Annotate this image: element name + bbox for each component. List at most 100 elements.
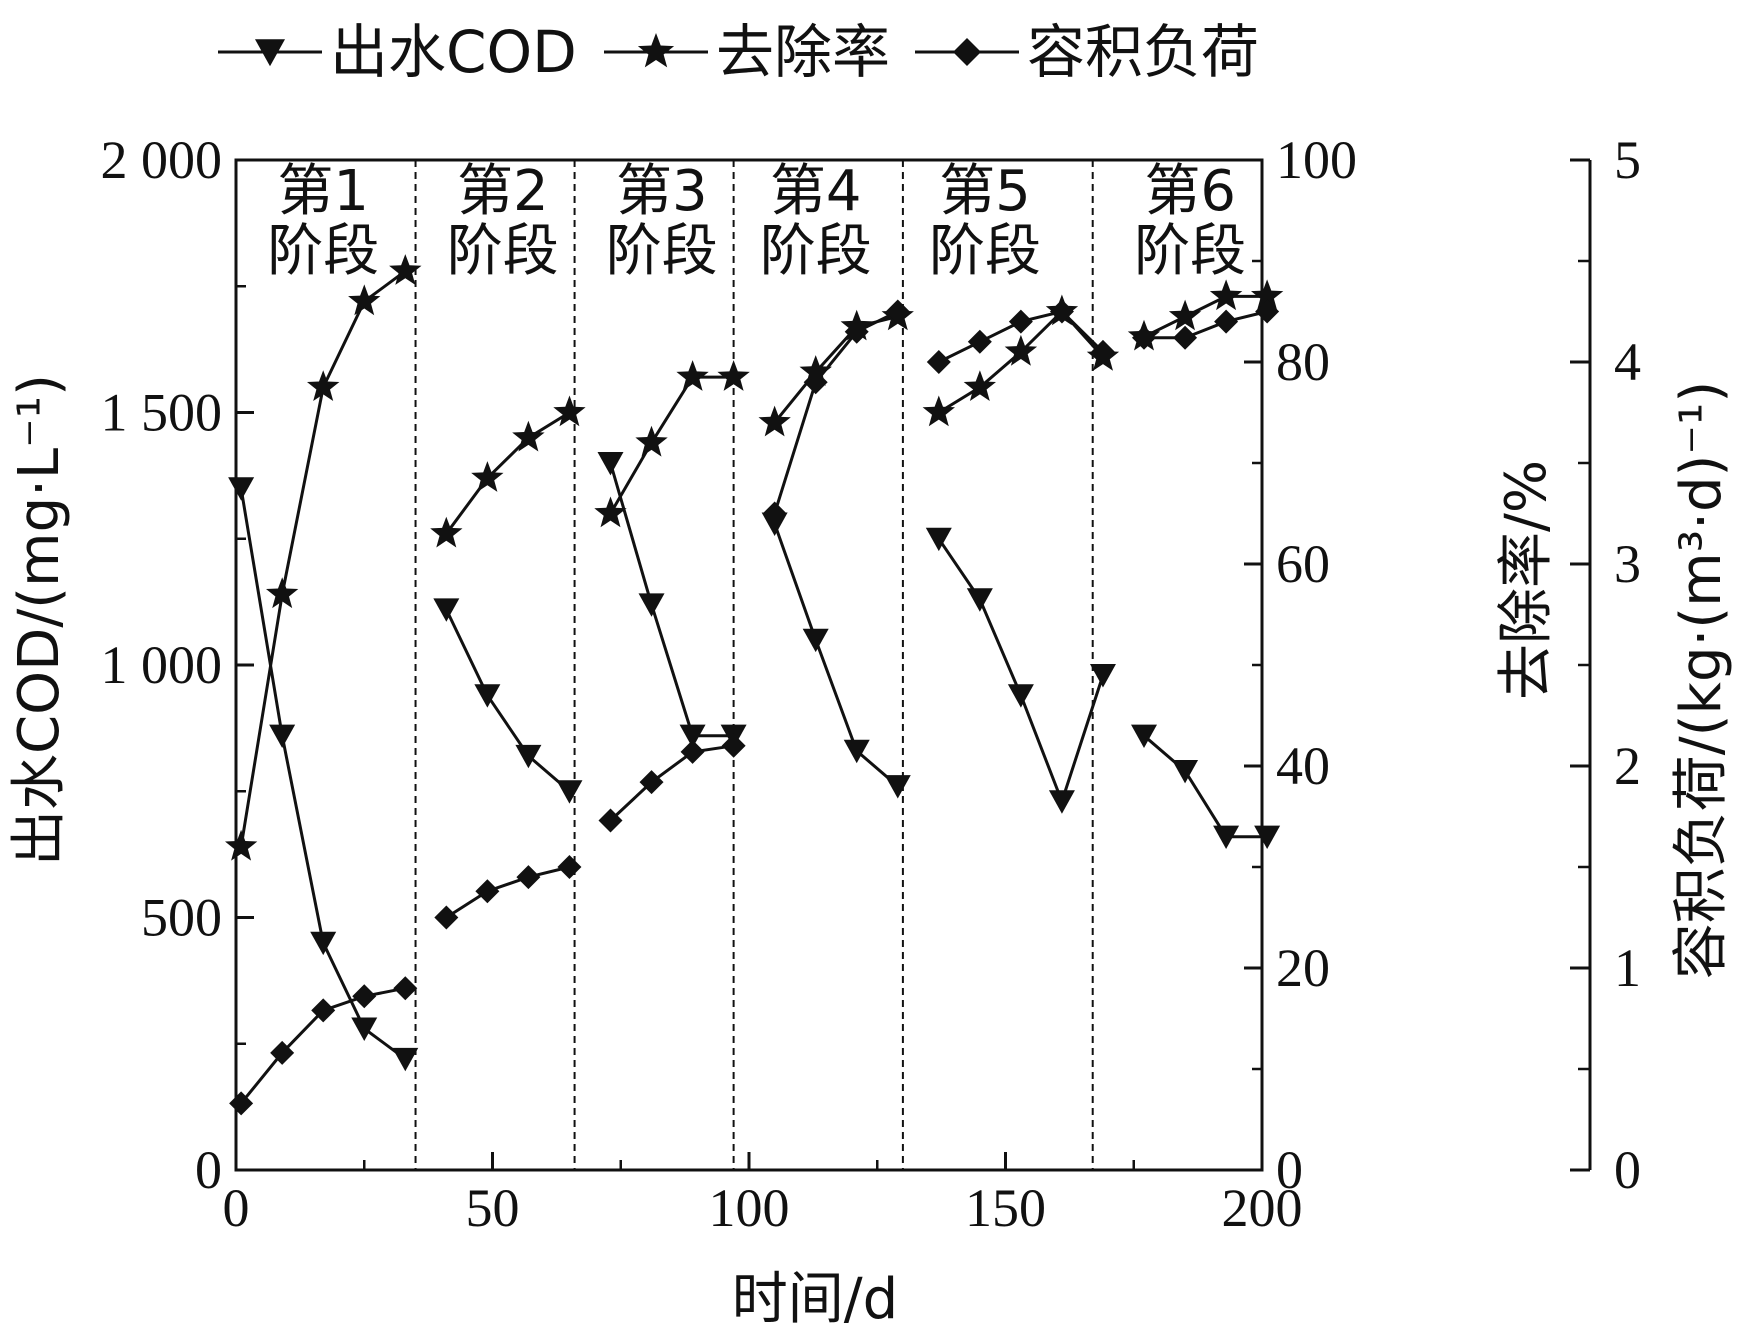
marker-triangle-down xyxy=(638,593,665,617)
marker-triangle-down xyxy=(884,775,911,799)
y-right1-tick-label: 20 xyxy=(1276,938,1330,998)
marker-star xyxy=(758,405,791,437)
stage-dividers xyxy=(414,160,1094,1170)
plot-series xyxy=(225,254,1284,1116)
series-line xyxy=(609,462,734,738)
y-right1-tick-label: 0 xyxy=(1276,1140,1303,1200)
series-line xyxy=(609,744,734,822)
y-left-tick-label: 2 000 xyxy=(101,130,223,190)
marker-triangle-down xyxy=(1048,790,1075,814)
marker-triangle-down xyxy=(1007,684,1034,708)
marker-triangle-down xyxy=(679,724,706,749)
marker-star xyxy=(266,577,299,609)
marker-triangle-down xyxy=(597,451,624,476)
marker-diamond xyxy=(803,370,828,395)
marker-triangle-down xyxy=(802,628,829,653)
marker-triangle-down xyxy=(1172,760,1199,784)
marker-diamond xyxy=(721,733,746,758)
series-line xyxy=(609,375,734,515)
marker-diamond xyxy=(639,770,664,795)
marker-triangle-down xyxy=(1131,724,1158,749)
marker-diamond xyxy=(1008,309,1033,334)
y-left-tick-label: 1 500 xyxy=(101,383,223,443)
legend-item: 去除率 xyxy=(604,18,890,86)
series-line xyxy=(239,488,407,1061)
legend-item: 容积负荷 xyxy=(915,18,1259,86)
marker-star xyxy=(635,425,668,457)
marker-diamond xyxy=(967,329,992,354)
y-axis-left-title: 出水COD/(mg·L⁻¹) xyxy=(7,374,72,866)
series-line xyxy=(773,315,899,424)
marker-star xyxy=(1251,279,1284,311)
marker-star xyxy=(1209,279,1243,311)
marker-star xyxy=(963,370,996,401)
stage-label-number: 第3 xyxy=(616,159,708,224)
y-left-tick-label: 500 xyxy=(141,888,222,948)
marker-star xyxy=(225,829,258,861)
marker-triangle-down xyxy=(474,684,501,708)
marker-star xyxy=(430,516,463,548)
legend-label: 出水COD xyxy=(330,18,577,86)
marker-star xyxy=(348,284,381,316)
stage-label-text: 阶段 xyxy=(267,219,379,284)
marker-triangle-down xyxy=(351,1017,378,1041)
y-right2-tick-label: 0 xyxy=(1614,1140,1641,1200)
marker-triangle-down xyxy=(392,1047,419,1072)
marker-triangle-down xyxy=(515,744,542,769)
x-tick-label: 0 xyxy=(223,1178,250,1238)
marker-diamond xyxy=(680,739,705,764)
x-tick-label: 150 xyxy=(965,1178,1046,1238)
series-line xyxy=(773,523,899,788)
series-line xyxy=(773,310,899,514)
series-出水COD xyxy=(228,451,1281,1072)
x-tick-label: 50 xyxy=(466,1178,520,1238)
marker-triangle-down xyxy=(269,724,296,749)
y-right1-tick-label: 40 xyxy=(1276,736,1330,796)
marker-star xyxy=(637,33,675,68)
marker-diamond xyxy=(270,1040,295,1065)
marker-triangle-down xyxy=(310,931,337,956)
marker-diamond xyxy=(557,855,582,879)
y-right2-tick-label: 5 xyxy=(1614,130,1641,190)
series-line xyxy=(937,537,1105,806)
stage-label-text: 阶段 xyxy=(929,219,1041,284)
y-right2-tick-label: 4 xyxy=(1614,332,1641,392)
marker-diamond xyxy=(926,350,951,374)
marker-star xyxy=(389,254,422,285)
marker-diamond xyxy=(516,865,541,890)
marker-star xyxy=(676,360,709,391)
marker-diamond xyxy=(953,38,981,66)
stage-label-text: 阶段 xyxy=(1134,219,1246,284)
marker-diamond xyxy=(393,976,418,1001)
marker-diamond xyxy=(1173,325,1198,350)
y-axis-right2-title: 容积负荷/(kg·(m³·d)⁻¹) xyxy=(1669,381,1734,979)
marker-triangle-down xyxy=(843,739,870,764)
y-right1-tick-label: 80 xyxy=(1276,332,1330,392)
marker-diamond xyxy=(352,984,377,1009)
series-line xyxy=(445,411,571,535)
marker-diamond xyxy=(844,319,869,344)
marker-diamond xyxy=(598,808,623,833)
marker-triangle-down xyxy=(433,598,460,622)
series-line xyxy=(239,269,407,848)
x-axis-title: 时间/d xyxy=(732,1267,898,1332)
marker-star xyxy=(553,395,586,427)
marker-star xyxy=(922,395,955,427)
marker-star xyxy=(1004,334,1038,366)
series-去除率 xyxy=(225,254,1284,861)
marker-diamond xyxy=(311,998,336,1023)
series-line xyxy=(444,608,571,793)
marker-triangle-down xyxy=(255,39,285,67)
marker-star xyxy=(471,461,504,492)
legend-item: 出水COD xyxy=(218,18,577,86)
y-right2-tick-label: 3 xyxy=(1614,534,1641,594)
stage-label-text: 阶段 xyxy=(447,219,559,284)
marker-star xyxy=(512,420,545,452)
marker-diamond xyxy=(1090,339,1115,364)
marker-diamond xyxy=(1132,325,1157,350)
y-right1-tick-label: 60 xyxy=(1276,534,1330,594)
marker-triangle-down xyxy=(228,477,255,501)
y-right2-tick-label: 2 xyxy=(1614,736,1641,796)
x-tick-label: 200 xyxy=(1222,1178,1303,1238)
